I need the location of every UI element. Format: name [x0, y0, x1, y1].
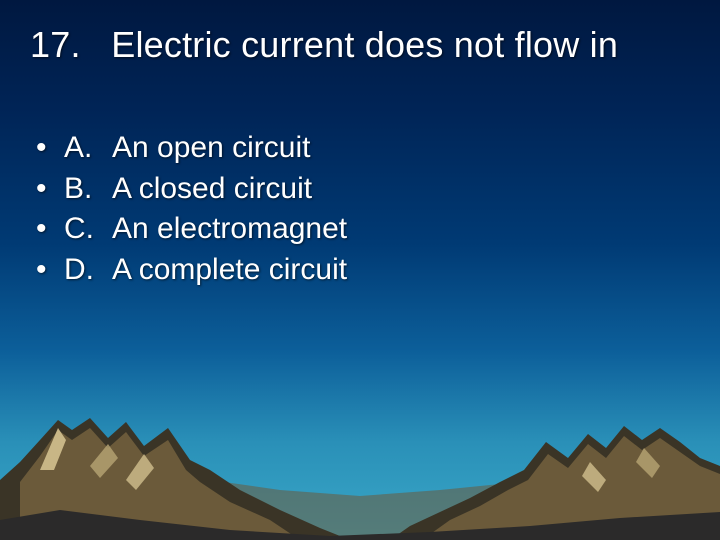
option-text: A closed circuit [112, 169, 312, 210]
bullet-icon: • [36, 169, 64, 210]
option-a: • A. An open circuit [36, 128, 347, 169]
option-letter: D. [64, 250, 112, 291]
landscape-decorative [0, 370, 720, 540]
option-text: An open circuit [112, 128, 310, 169]
question-title: 17. Electric current does not flow in [30, 24, 700, 66]
question-number: 17. [30, 24, 81, 65]
bullet-icon: • [36, 209, 64, 250]
option-text: An electromagnet [112, 209, 347, 250]
option-text: A complete circuit [112, 250, 347, 291]
options-list: • A. An open circuit • B. A closed circu… [36, 128, 347, 290]
question-text: Electric current does not flow in [111, 24, 618, 65]
bullet-icon: • [36, 250, 64, 291]
option-letter: A. [64, 128, 112, 169]
slide: 17. Electric current does not flow in • … [0, 0, 720, 540]
option-b: • B. A closed circuit [36, 169, 347, 210]
option-letter: C. [64, 209, 112, 250]
bullet-icon: • [36, 128, 64, 169]
option-d: • D. A complete circuit [36, 250, 347, 291]
option-c: • C. An electromagnet [36, 209, 347, 250]
option-letter: B. [64, 169, 112, 210]
